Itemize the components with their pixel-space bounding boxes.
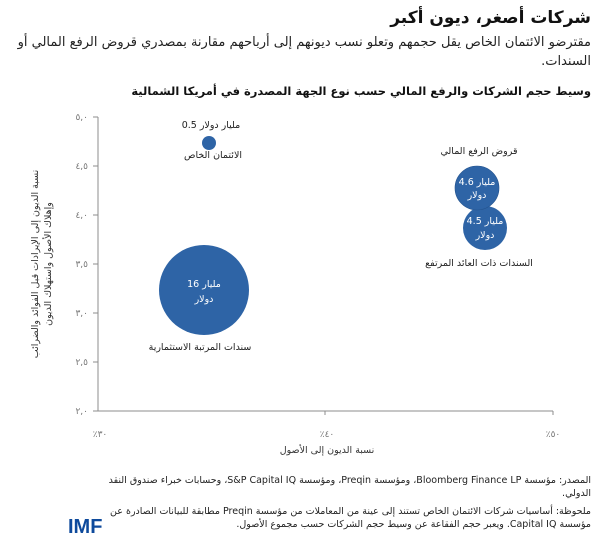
y-tick-label: ٥,٠	[75, 113, 88, 123]
y-tick-label: ٣,٥	[75, 260, 88, 270]
x-axis-title: نسبة الديون إلى الأصول	[280, 444, 375, 456]
bubble-high-yield-bonds	[463, 206, 507, 250]
y-axis-title-line2: وإهلاك الأصول واستهلاك الديون	[42, 202, 54, 326]
x-tick-label: ٪٥٠	[546, 430, 561, 440]
private-credit-name-label: الائتمان الخاص	[184, 150, 242, 161]
y-tick-label: ٢,٥	[75, 358, 88, 368]
x-tick-label: ٪٣٠	[93, 430, 108, 440]
y-tick-label: ٤,٠	[75, 211, 88, 221]
bubble-private-credit	[202, 136, 216, 150]
bubble-leveraged-loans	[454, 165, 500, 211]
leveraged-loans-size-line2: دولار	[467, 190, 487, 201]
y-tick-label: ٤,٥	[75, 162, 88, 172]
high-yield-name-label: السندات ذات العائد المرتفع	[425, 258, 533, 269]
investment-grade-size-line2: دولار	[194, 294, 214, 305]
imf-logo: IMF	[68, 516, 103, 538]
chart-title: وسيط حجم الشركات والرفع المالي حسب نوع ا…	[131, 84, 591, 98]
page-subtitle: مقترضو الائتمان الخاص يقل حجمهم وتعلو نس…	[17, 35, 591, 69]
y-tick-label: ٢,٠	[75, 407, 88, 417]
bubble-chart: ٥,٠ ٤,٥ ٤,٠ ٣,٥ ٣,٠ ٢,٥ ٢,٠ ٪٣٠ ٪٤٠ ٪٥٠ …	[30, 113, 561, 456]
methodology-note: ملحوظة: أساسيات شركات الائتمان الخاص تست…	[110, 506, 591, 530]
leveraged-loans-name-label: قروض الرفع المالي	[440, 146, 517, 157]
high-yield-size-line2: دولار	[475, 230, 495, 241]
page-title: شركات أصغر، ديون أكبر	[390, 8, 591, 28]
bubble-investment-grade	[159, 245, 249, 335]
investment-grade-name-label: سندات المرتبة الاستثمارية	[149, 342, 252, 353]
y-axis-title-line1: نسبة الديون إلى الإيرادات قبل الفوائد وا…	[30, 170, 41, 358]
x-tick-label: ٪٤٠	[320, 430, 335, 440]
high-yield-size-line1: 4.5 مليار	[467, 216, 504, 227]
footnotes: المصدر: مؤسسة Bloomberg Finance LP، ومؤس…	[91, 474, 591, 536]
private-credit-size-label: 0.5 مليار دولار	[182, 120, 241, 131]
investment-grade-size-line1: 16 مليار	[187, 279, 221, 290]
source-note: المصدر: مؤسسة Bloomberg Finance LP، ومؤس…	[108, 475, 591, 499]
y-tick-label: ٣,٠	[75, 309, 88, 319]
leveraged-loans-size-line1: 4.6 مليار	[459, 177, 496, 188]
